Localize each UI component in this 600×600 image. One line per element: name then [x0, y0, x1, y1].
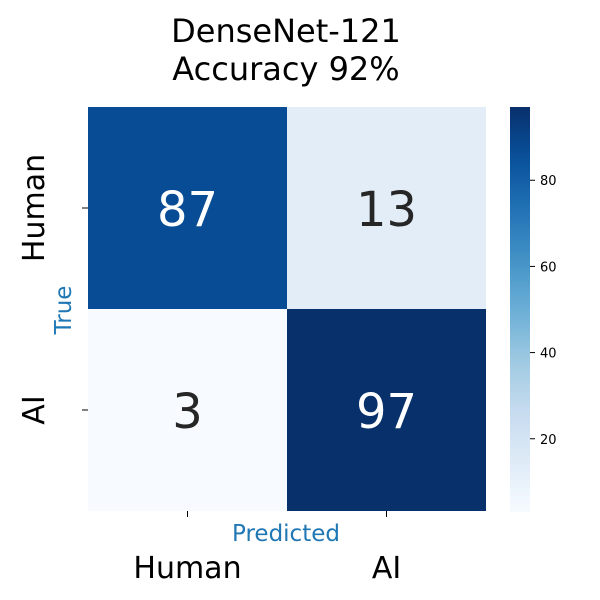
cell-human-human — [88, 107, 287, 309]
colorbar: 20 40 60 80 — [510, 107, 557, 512]
cell-ai-ai — [287, 309, 486, 511]
colorbar-tick-label: 40 — [540, 347, 557, 362]
x-tick-label: AI — [372, 551, 401, 586]
y-tick-label: Human — [17, 154, 52, 262]
cell-ai-human — [88, 309, 287, 511]
colorbar-tick-label: 60 — [540, 260, 557, 275]
chart-title-line-2: Accuracy 92% — [172, 50, 399, 88]
cell-human-ai-label: 13 — [356, 182, 417, 238]
y-tick-label: AI — [17, 395, 52, 424]
cell-human-human-label: 87 — [157, 182, 218, 238]
x-axis-label: Predicted — [232, 521, 340, 547]
cell-human-ai — [287, 107, 486, 309]
colorbar-gradient — [510, 107, 530, 512]
axis-ticks: Human AI Human AI — [17, 154, 401, 586]
cell-ai-human-label: 3 — [172, 384, 203, 440]
heatmap-cells: 87 13 3 97 — [88, 107, 486, 511]
x-tick-label: Human — [133, 551, 241, 586]
colorbar-tick-label: 20 — [540, 433, 557, 448]
chart-title-line-1: DenseNet-121 — [171, 12, 401, 50]
cell-ai-ai-label: 97 — [356, 384, 417, 440]
y-axis-label: True — [51, 286, 77, 336]
colorbar-tick-label: 80 — [540, 174, 557, 189]
